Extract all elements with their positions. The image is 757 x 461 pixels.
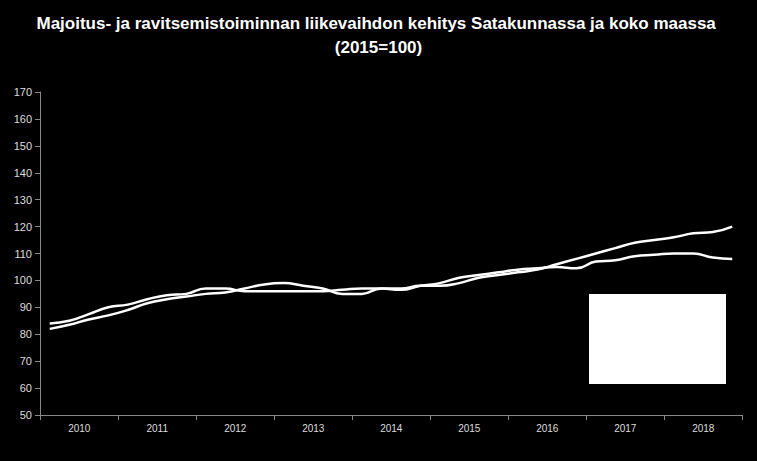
- svg-text:2016: 2016: [536, 423, 559, 434]
- svg-text:60: 60: [20, 382, 32, 394]
- svg-text:150: 150: [14, 140, 32, 152]
- svg-text:80: 80: [20, 328, 32, 340]
- svg-text:2012: 2012: [224, 423, 247, 434]
- svg-text:2013: 2013: [302, 423, 325, 434]
- svg-text:120: 120: [14, 221, 32, 233]
- svg-text:2010: 2010: [68, 423, 91, 434]
- svg-text:170: 170: [14, 86, 32, 98]
- svg-text:2017: 2017: [614, 423, 637, 434]
- svg-text:(2015=100): (2015=100): [335, 38, 422, 57]
- svg-text:160: 160: [14, 113, 32, 125]
- svg-text:100: 100: [14, 274, 32, 286]
- svg-text:Majoitus- ja ravitsemistoiminn: Majoitus- ja ravitsemistoiminnan liikeva…: [36, 14, 720, 33]
- svg-text:2018: 2018: [692, 423, 715, 434]
- svg-text:70: 70: [20, 355, 32, 367]
- svg-text:2015: 2015: [458, 423, 481, 434]
- svg-text:2014: 2014: [380, 423, 403, 434]
- svg-text:2011: 2011: [146, 423, 168, 434]
- svg-text:140: 140: [14, 167, 32, 179]
- svg-text:50: 50: [20, 409, 32, 421]
- svg-text:130: 130: [14, 194, 32, 206]
- svg-text:110: 110: [14, 248, 32, 260]
- svg-text:90: 90: [20, 301, 32, 313]
